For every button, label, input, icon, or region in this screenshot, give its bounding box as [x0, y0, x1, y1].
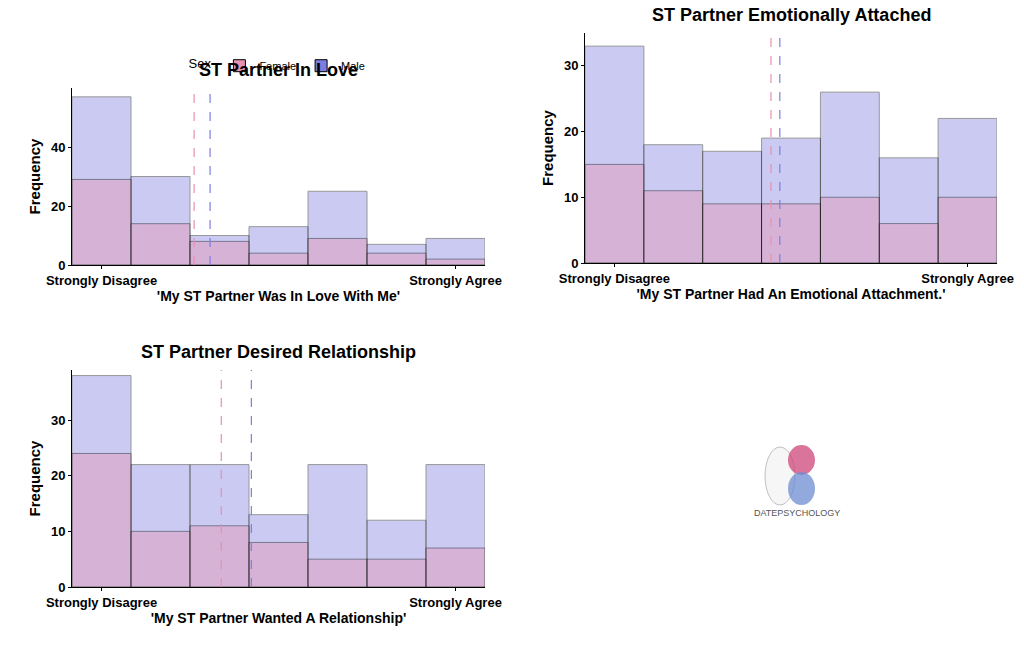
svg-text:20: 20: [51, 199, 65, 214]
svg-text:Frequency: Frequency: [539, 109, 556, 186]
svg-text:Strongly Disagree: Strongly Disagree: [46, 595, 157, 610]
svg-text:0: 0: [58, 258, 65, 273]
svg-text:Strongly Agree: Strongly Agree: [921, 271, 1014, 286]
svg-text:30: 30: [564, 58, 578, 73]
svg-text:20: 20: [51, 468, 65, 483]
svg-text:Sex: Sex: [189, 56, 212, 71]
svg-text:'My ST Partner Was In Love Wit: 'My ST Partner Was In Love With Me': [157, 288, 400, 304]
svg-text:10: 10: [564, 190, 578, 205]
svg-text:'My ST Partner Wanted A Relati: 'My ST Partner Wanted A Relationship': [151, 610, 407, 626]
svg-text:40: 40: [51, 140, 65, 155]
svg-text:DATEPSYCHOLOGY: DATEPSYCHOLOGY: [754, 508, 840, 518]
svg-text:Strongly Disagree: Strongly Disagree: [559, 271, 670, 286]
svg-text:0: 0: [58, 580, 65, 595]
svg-text:20: 20: [564, 124, 578, 139]
svg-text:Strongly Agree: Strongly Agree: [409, 595, 502, 610]
svg-text:ST Partner In Love: ST Partner In Love: [199, 60, 358, 80]
svg-text:0: 0: [571, 256, 578, 271]
svg-text:Female: Female: [259, 60, 296, 72]
svg-text:Strongly Agree: Strongly Agree: [409, 273, 502, 288]
svg-text:ST Partner Desired Relationshi: ST Partner Desired Relationship: [141, 342, 416, 362]
svg-text:30: 30: [51, 413, 65, 428]
svg-text:Frequency: Frequency: [26, 440, 43, 517]
svg-text:ST Partner Emotionally Attache: ST Partner Emotionally Attached: [652, 5, 931, 25]
svg-text:10: 10: [51, 524, 65, 539]
svg-text:Frequency: Frequency: [26, 138, 43, 215]
svg-text:Male: Male: [341, 60, 365, 72]
svg-text:Strongly Disagree: Strongly Disagree: [46, 273, 157, 288]
svg-text:'My ST Partner Had An Emotiona: 'My ST Partner Had An Emotional Attachme…: [637, 286, 946, 302]
